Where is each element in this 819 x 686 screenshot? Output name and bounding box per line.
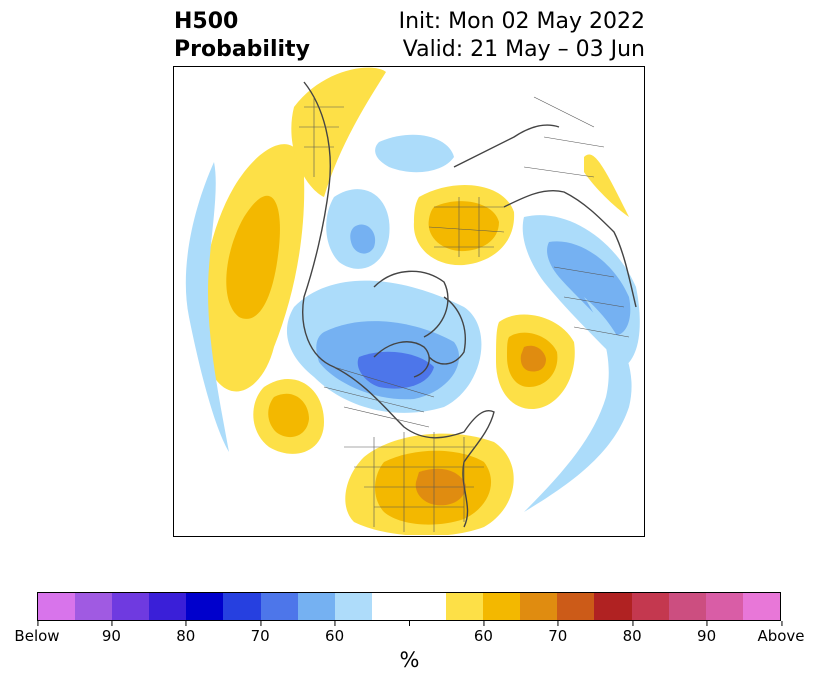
colorbar-segment bbox=[223, 593, 261, 620]
colorbar-segment bbox=[112, 593, 150, 620]
title-line-1: H500 bbox=[174, 9, 239, 34]
colorbar-tick-label: Above bbox=[757, 621, 805, 645]
asia-below-mid bbox=[547, 241, 631, 336]
arctic-below-area bbox=[375, 134, 454, 173]
europe-above-core bbox=[428, 201, 499, 252]
valid-range: Valid: 21 May – 03 Jun bbox=[402, 37, 645, 62]
colorbar-segment bbox=[371, 593, 409, 620]
colorbar-tick-label: Below bbox=[14, 621, 60, 645]
bering-above-area bbox=[291, 67, 386, 197]
asia-coast bbox=[503, 190, 637, 308]
colorbar-tick-label: 90 bbox=[697, 621, 716, 645]
colorbar-segment bbox=[705, 593, 743, 620]
colorbar-segment bbox=[297, 593, 335, 620]
pacific-above-core bbox=[226, 195, 280, 319]
colorbar-segment bbox=[668, 593, 706, 620]
colorbar-segment bbox=[594, 593, 632, 620]
east-asia-above-area bbox=[584, 154, 629, 217]
greenland-coast bbox=[428, 296, 466, 365]
siberia-below-core bbox=[350, 224, 376, 254]
colorbar-segment bbox=[520, 593, 558, 620]
pacific-below-arc bbox=[185, 162, 229, 452]
colorbar-segment bbox=[149, 593, 187, 620]
subtropic-above-core bbox=[268, 393, 309, 438]
colorbar-segment bbox=[631, 593, 669, 620]
probability-map bbox=[173, 66, 645, 537]
colorbar-segment bbox=[557, 593, 595, 620]
colorbar-segment bbox=[38, 593, 76, 620]
colorbar-tick-label: 80 bbox=[176, 621, 195, 645]
init-date: Init: Mon 02 May 2022 bbox=[398, 9, 645, 34]
atlantic-above-core bbox=[520, 345, 546, 372]
probability-colorbar bbox=[37, 592, 781, 621]
canada-below-core bbox=[357, 351, 434, 389]
colorbar-segment bbox=[408, 593, 447, 620]
europe-coast bbox=[453, 124, 560, 168]
colorbar-segment bbox=[186, 593, 224, 620]
map-canvas bbox=[185, 67, 640, 535]
colorbar-tick-label: 70 bbox=[251, 621, 270, 645]
north-america-coast bbox=[302, 81, 495, 528]
hudson-bay-coast bbox=[373, 341, 430, 378]
forecast-dates: Init: Mon 02 May 2022 Valid: 21 May – 03… bbox=[399, 8, 645, 64]
colorbar-segment bbox=[483, 593, 521, 620]
coastlines-and-borders bbox=[302, 81, 637, 528]
colorbar-tick-label: 70 bbox=[548, 621, 567, 645]
colorbar-segment bbox=[742, 593, 780, 620]
probability-shading bbox=[185, 67, 640, 535]
colorbar-ticks: Below 90 80 70 60 60 70 80 90 Above bbox=[14, 621, 805, 651]
colorbar-tick-label: 60 bbox=[474, 621, 493, 645]
map-title: H500 Probability bbox=[174, 8, 310, 64]
colorbar-segment bbox=[334, 593, 372, 620]
title-line-2: Probability bbox=[174, 37, 310, 62]
atlantic-below-arc bbox=[524, 297, 632, 512]
colorbar-segment bbox=[75, 593, 113, 620]
interior-borders bbox=[299, 96, 630, 532]
colorbar-tick-label: 90 bbox=[102, 621, 121, 645]
colorbar-segment bbox=[260, 593, 298, 620]
colorbar-tick-label: 60 bbox=[325, 621, 344, 645]
arctic-ring bbox=[373, 270, 449, 338]
colorbar-tick-label: 80 bbox=[623, 621, 642, 645]
colorbar-unit-label: % bbox=[399, 648, 420, 672]
colorbar-segment bbox=[446, 593, 484, 620]
